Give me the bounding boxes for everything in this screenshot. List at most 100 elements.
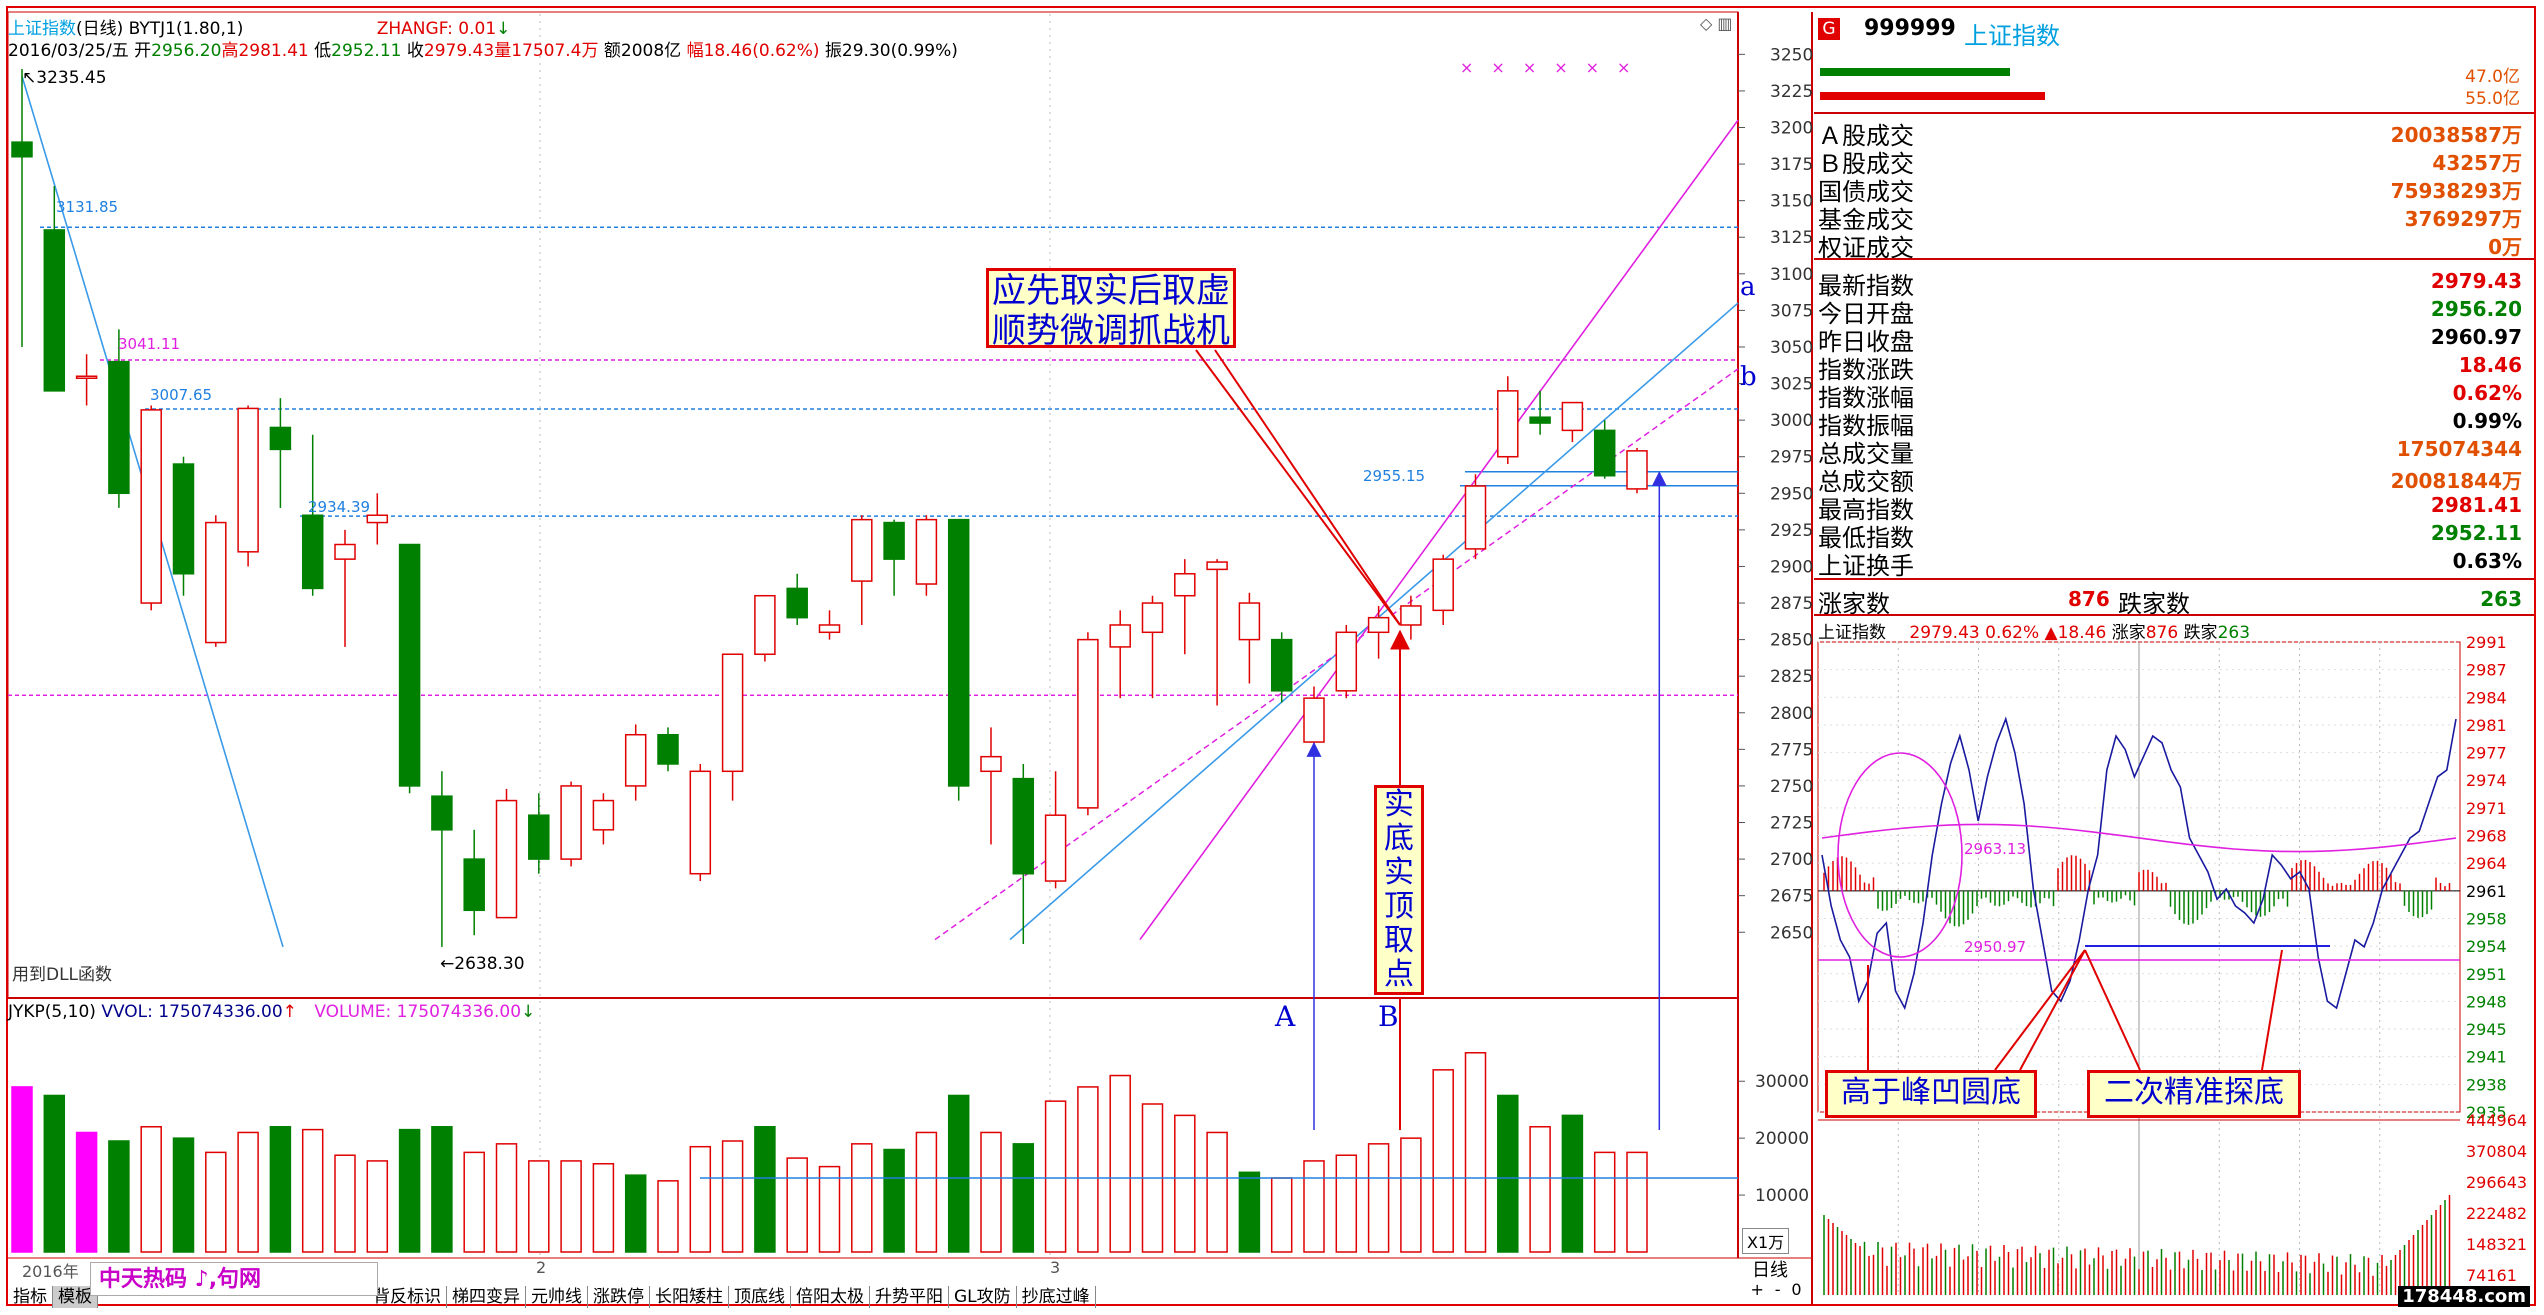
tab-17[interactable]: GL攻防 [949, 1286, 1017, 1308]
volume-bar [1432, 1069, 1454, 1253]
window-controls[interactable]: ◇ ▥ [1700, 14, 1733, 33]
candle-body [1529, 416, 1551, 424]
y-tick-label: 2900 [1770, 557, 1813, 577]
candle-body [75, 375, 98, 379]
y-tick-label: 2850 [1770, 631, 1813, 651]
stat-row: 最高指数 2981.41 [1818, 490, 2532, 524]
stat-row: 指数涨幅 0.62% [1818, 378, 2532, 412]
volume-bar [915, 1131, 938, 1253]
mini-tick-label: 2984 [2466, 688, 2507, 707]
mini-callout-line [2261, 949, 2283, 1071]
stat-row: 今日开盘 2956.20 [1818, 294, 2532, 328]
mini-tick-label: 2968 [2466, 827, 2507, 846]
candle-body [463, 858, 485, 912]
stat-row: 昨日收盘 2960.97 [1818, 322, 2532, 356]
row-bond-volume: 国债成交 75938293万 [1818, 178, 2522, 206]
y-tick-label: 3100 [1770, 265, 1813, 285]
y-tick-label: 3075 [1770, 301, 1813, 321]
tab-15[interactable]: 倍阳太极 [791, 1286, 870, 1308]
stat-value: 0.63% [2452, 549, 2522, 573]
mini-tick-label: 2951 [2466, 965, 2507, 984]
stock-code: 999999 [1864, 16, 1956, 41]
volume-bar [463, 1151, 485, 1253]
bar1-value: 47.0亿 [2465, 67, 2520, 87]
volume-bar [108, 1140, 130, 1253]
stat-value: 20081844万 [2390, 469, 2522, 493]
up-count: 876 [2068, 587, 2110, 611]
volume-bar [689, 1145, 712, 1253]
tab-9[interactable]: 背反标识 [368, 1286, 447, 1308]
tab-16[interactable]: 升势平阳 [870, 1286, 949, 1308]
volume-bars [11, 1052, 1738, 1253]
candle-body [560, 785, 582, 860]
tab-13[interactable]: 长阳矮柱 [650, 1286, 729, 1308]
volume-bar [43, 1094, 66, 1253]
tab-10[interactable]: 梯四变异 [447, 1286, 526, 1308]
tab-12[interactable]: 涨跌停 [588, 1286, 650, 1308]
candle-body [495, 799, 518, 919]
candle-body [1077, 638, 1099, 809]
mini-intraday-chart: 2991 2987 2984 2981 2977 2974 2971 2968 2964 2961… [1817, 633, 2527, 1295]
volume-bar [1238, 1171, 1261, 1253]
stat-label: 昨日收盘 [1818, 328, 1914, 356]
stat-row: 指数涨跌 18.46 [1818, 350, 2532, 384]
price-axis: 3250 3225 3200 3175 3150 3125 3100 3075 3050 3025… [1738, 45, 1813, 943]
strength-bar-green [1820, 68, 2010, 76]
candle-body [205, 521, 227, 644]
stat-label: 指数涨幅 [1818, 384, 1914, 412]
y-tick-label: 2950 [1770, 484, 1813, 504]
volume-bar [1270, 1177, 1293, 1253]
volume-bar [754, 1126, 776, 1253]
stat-row: 总成交量 175074344 [1818, 434, 2532, 468]
tab-1[interactable]: 模板 [53, 1286, 98, 1308]
stat-value: 2960.97 [2430, 325, 2522, 349]
zoom-in-button[interactable]: + [1750, 1280, 1764, 1299]
amt-value: 2008亿 [620, 41, 682, 61]
low-mark: ←2638.30 [440, 954, 525, 974]
mini-avg-line [1821, 823, 2457, 853]
candle-body [1497, 390, 1519, 458]
tab-14[interactable]: 顶底线 [729, 1286, 791, 1308]
volume-bar [237, 1131, 259, 1253]
amp-label: 振 [824, 41, 842, 61]
mini-tick-label: 2991 [2466, 633, 2507, 652]
volume-bar [1593, 1151, 1616, 1253]
volume-bar [1109, 1074, 1131, 1253]
year-label: 2016年 [22, 1262, 79, 1281]
tab-18[interactable]: 抄底过峰 [1017, 1286, 1096, 1308]
volume-bar [140, 1126, 162, 1253]
mini-header: 上证指数 2979.43 0.62% ▲18.46 涨家876 跌家263 [1818, 623, 2251, 643]
mini-price-line [1821, 716, 2457, 1011]
chart-title: 上证指数 [8, 19, 76, 39]
mini-round-bottom [1837, 752, 1963, 958]
volume-bar [1464, 1052, 1487, 1253]
candle-body [1464, 485, 1487, 550]
volume-bar [1367, 1143, 1390, 1253]
volume-bar [624, 1174, 647, 1253]
stock-name: 上证指数 [1964, 22, 2060, 50]
vol-tick-label: 30000 [1755, 1072, 1809, 1092]
period-button[interactable]: 日线 [1752, 1260, 1788, 1281]
low-label: 低 [314, 41, 332, 61]
volume-bar [1044, 1100, 1067, 1253]
volume-bar [495, 1143, 518, 1253]
mini-tick-label: 2964 [2466, 854, 2507, 873]
zoom-out-button[interactable]: - [1774, 1280, 1781, 1299]
y-tick-label: 3200 [1770, 118, 1813, 138]
volume-bar [1529, 1126, 1551, 1253]
zoom-reset-button[interactable]: 0 [1791, 1280, 1802, 1299]
y-tick-label: 2875 [1770, 594, 1813, 614]
volume-bar [1497, 1094, 1519, 1253]
tab-11[interactable]: 元帅线 [526, 1286, 588, 1308]
stat-label: 指数振幅 [1818, 412, 1914, 440]
annotation-mid: 实底实顶取点 [1374, 785, 1424, 995]
tab-0[interactable]: 指标 [8, 1286, 53, 1308]
mini-ref2: 2950.97 [1964, 938, 2027, 956]
candle-body [1335, 631, 1358, 692]
annotation-rb1: 高于峰凹圆底 [1825, 1070, 2037, 1118]
stat-label: 最高指数 [1818, 496, 1914, 524]
candle-body [1270, 638, 1293, 692]
mini-tick-label: 2958 [2466, 909, 2507, 928]
zoom-controls[interactable]: + -0 [1745, 1280, 1807, 1299]
